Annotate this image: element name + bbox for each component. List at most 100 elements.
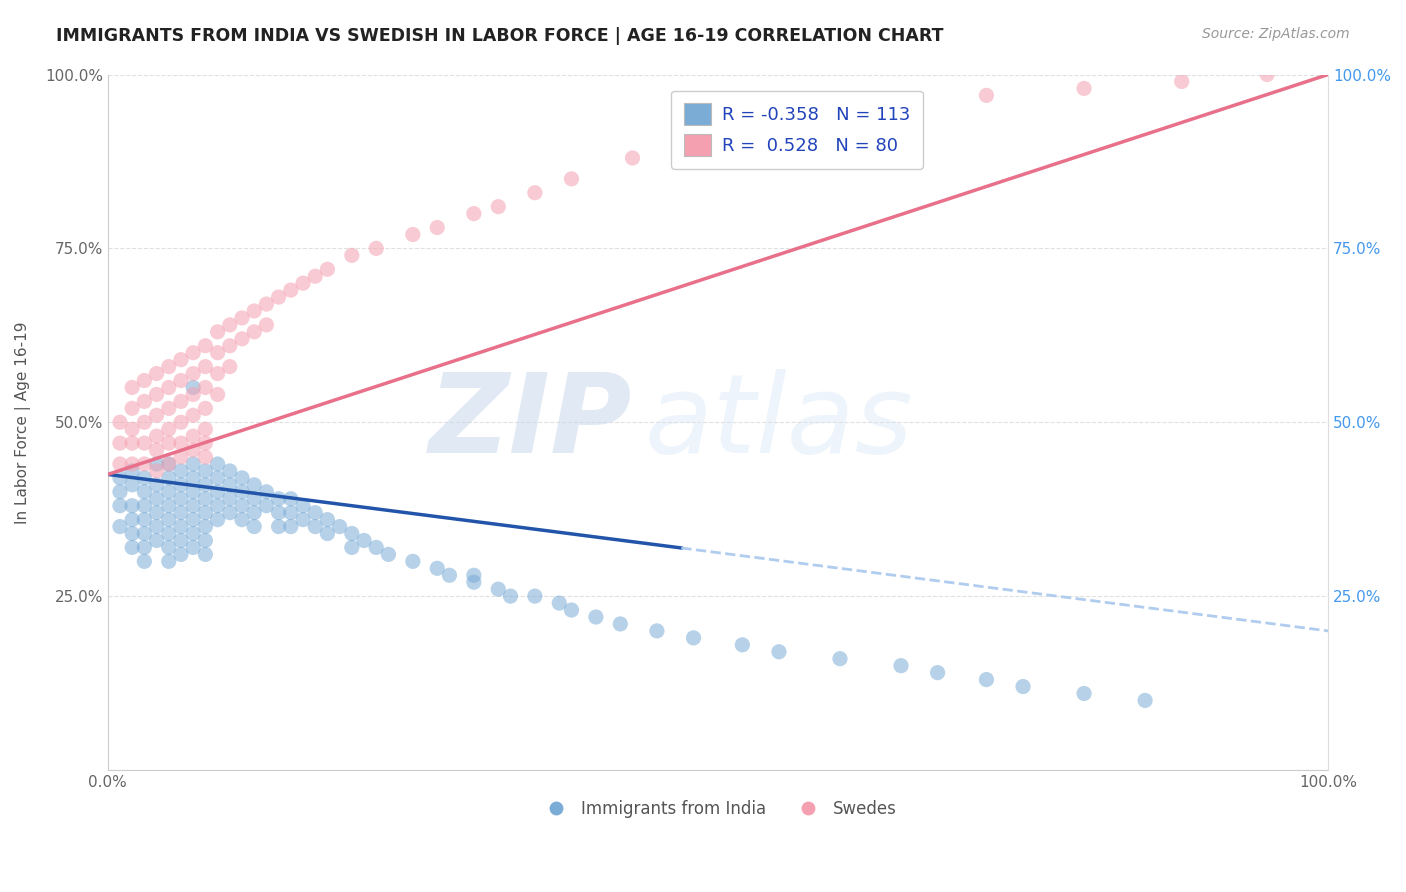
Point <box>157 436 180 450</box>
Point <box>243 304 266 318</box>
Point <box>170 478 193 492</box>
Point <box>316 513 339 527</box>
Point <box>243 506 266 520</box>
Point <box>181 471 204 485</box>
Point <box>731 638 754 652</box>
Point <box>181 513 204 527</box>
Point <box>170 352 193 367</box>
Point <box>329 519 352 533</box>
Point <box>134 541 156 555</box>
Point <box>1073 81 1095 95</box>
Text: Source: ZipAtlas.com: Source: ZipAtlas.com <box>1202 27 1350 41</box>
Point <box>170 394 193 409</box>
Point <box>194 339 217 353</box>
Point <box>108 484 131 499</box>
Point <box>170 415 193 429</box>
Point <box>134 554 156 568</box>
Point <box>218 339 240 353</box>
Point <box>621 151 644 165</box>
Point <box>402 554 425 568</box>
Point <box>207 513 229 527</box>
Point <box>170 548 193 562</box>
Point <box>499 589 522 603</box>
Point <box>231 513 253 527</box>
Point <box>976 88 998 103</box>
Point <box>207 484 229 499</box>
Point <box>157 526 180 541</box>
Point <box>108 471 131 485</box>
Point <box>585 610 607 624</box>
Point <box>170 374 193 388</box>
Point <box>134 484 156 499</box>
Point <box>121 499 143 513</box>
Point <box>976 673 998 687</box>
Text: atlas: atlas <box>645 368 914 475</box>
Point <box>157 484 180 499</box>
Point <box>486 200 509 214</box>
Point <box>194 506 217 520</box>
Point <box>890 103 912 117</box>
Point <box>304 269 326 284</box>
Point <box>181 443 204 458</box>
Point <box>218 359 240 374</box>
Point <box>194 450 217 464</box>
Point <box>353 533 375 548</box>
Point <box>181 345 204 359</box>
Point <box>134 471 156 485</box>
Point <box>316 262 339 277</box>
Point <box>157 457 180 471</box>
Point <box>145 457 167 471</box>
Point <box>194 422 217 436</box>
Point <box>439 568 461 582</box>
Point <box>145 367 167 381</box>
Point <box>218 506 240 520</box>
Point <box>121 380 143 394</box>
Point <box>121 513 143 527</box>
Point <box>194 464 217 478</box>
Point <box>145 464 167 478</box>
Point <box>682 631 704 645</box>
Point <box>134 457 156 471</box>
Point <box>121 422 143 436</box>
Point <box>645 624 668 638</box>
Point <box>218 464 240 478</box>
Point <box>280 283 302 297</box>
Point <box>194 436 217 450</box>
Point <box>157 380 180 394</box>
Point <box>366 541 388 555</box>
Point <box>231 332 253 346</box>
Point <box>157 457 180 471</box>
Point <box>731 130 754 145</box>
Point <box>340 541 363 555</box>
Point <box>194 533 217 548</box>
Point <box>304 506 326 520</box>
Point <box>927 665 949 680</box>
Point <box>157 554 180 568</box>
Point <box>181 541 204 555</box>
Point <box>145 478 167 492</box>
Point <box>463 568 485 582</box>
Point <box>170 491 193 506</box>
Point <box>170 533 193 548</box>
Point <box>194 401 217 416</box>
Legend: Immigrants from India, Swedes: Immigrants from India, Swedes <box>533 793 903 824</box>
Point <box>181 380 204 394</box>
Point <box>145 443 167 458</box>
Point <box>207 499 229 513</box>
Point <box>121 436 143 450</box>
Point <box>218 491 240 506</box>
Point <box>207 471 229 485</box>
Point <box>218 318 240 332</box>
Y-axis label: In Labor Force | Age 16-19: In Labor Force | Age 16-19 <box>15 321 31 524</box>
Point <box>207 387 229 401</box>
Point <box>682 137 704 152</box>
Text: IMMIGRANTS FROM INDIA VS SWEDISH IN LABOR FORCE | AGE 16-19 CORRELATION CHART: IMMIGRANTS FROM INDIA VS SWEDISH IN LABO… <box>56 27 943 45</box>
Point <box>1256 68 1278 82</box>
Point <box>1170 74 1192 88</box>
Point <box>231 310 253 325</box>
Point <box>280 491 302 506</box>
Text: ZIP: ZIP <box>429 368 633 475</box>
Point <box>170 436 193 450</box>
Point <box>243 519 266 533</box>
Point <box>145 533 167 548</box>
